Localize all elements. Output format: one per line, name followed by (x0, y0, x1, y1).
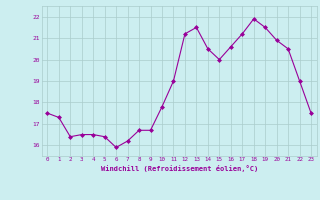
X-axis label: Windchill (Refroidissement éolien,°C): Windchill (Refroidissement éolien,°C) (100, 165, 258, 172)
